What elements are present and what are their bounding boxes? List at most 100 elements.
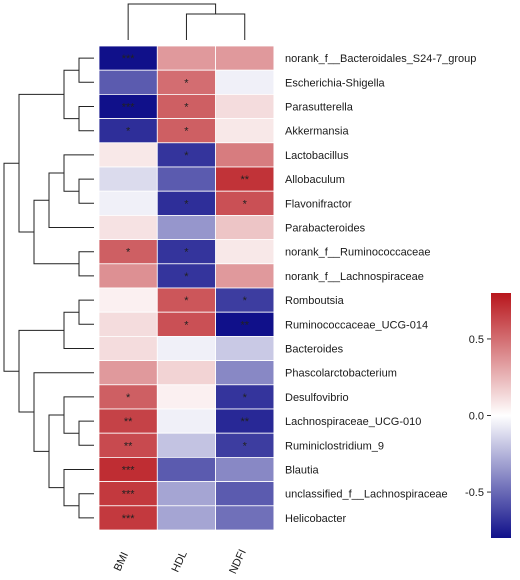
heatmap-cell	[156, 190, 217, 216]
heatmap-cell	[215, 481, 275, 507]
significance-mark: *	[126, 247, 131, 259]
row-label: norank_f__Bacteroidales_S24-7_group	[285, 53, 476, 65]
column-label: BMI	[112, 550, 131, 573]
heatmap-cell	[156, 311, 217, 337]
heatmap-cell	[215, 190, 275, 216]
column-label: NDFI	[227, 548, 249, 576]
row-label: Lachnospiraceae_UCG-010	[285, 416, 421, 428]
heatmap-cell	[98, 505, 158, 531]
row-dendrogram-branch	[78, 106, 94, 132]
heatmap-cell	[215, 214, 275, 240]
heatmap-cell	[215, 118, 275, 144]
heatmap-cell	[156, 432, 217, 458]
heatmap-cell	[156, 481, 217, 507]
significance-mark: *	[243, 392, 248, 404]
significance-mark: ***	[122, 102, 136, 114]
significance-mark: **	[124, 440, 133, 452]
heatmap-cell	[215, 384, 275, 410]
row-label: norank_f__Ruminococcaceae	[285, 247, 431, 259]
row-label: Romboutsia	[285, 295, 345, 307]
row-dendrogram-branch	[48, 172, 94, 228]
row-dendrogram-branch	[78, 178, 94, 204]
row-dendrogram-branch	[3, 162, 19, 372]
significance-marks: ******* ** ***** ** *** ** *** *** **** *********…	[122, 53, 250, 525]
significance-mark: *	[126, 392, 131, 404]
row-dendrogram-branch	[63, 69, 79, 120]
significance-mark: *	[243, 198, 248, 210]
row-label: Ruminococcaceae_UCG-014	[285, 319, 428, 331]
legend-tick-label: 0.0	[469, 411, 484, 423]
row-dendrogram-branch	[78, 420, 94, 446]
heatmap-cell	[215, 311, 275, 337]
row-label: Desulfovibrio	[285, 392, 349, 404]
heatmap-cell	[156, 456, 217, 482]
significance-mark: **	[240, 319, 249, 331]
heatmap-cell	[215, 166, 275, 192]
significance-mark: *	[184, 126, 189, 138]
row-label: Flavonifractor	[285, 198, 352, 210]
row-label: unclassified_f__Lachnospiraceae	[285, 489, 448, 501]
row-label: Bacteroides	[285, 344, 344, 356]
heatmap-cell	[215, 239, 275, 265]
heatmap-cell	[98, 214, 158, 240]
heatmap-cell	[156, 505, 217, 531]
heatmap-cell	[156, 263, 217, 289]
heatmap-cell	[156, 384, 217, 410]
row-label: norank_f__Lachnospiraceae	[285, 271, 424, 283]
heatmap-cell	[156, 335, 217, 361]
legend-tick-label: 0.5	[469, 334, 484, 346]
significance-mark: **	[240, 416, 249, 428]
heatmap-cell	[156, 408, 217, 434]
heatmap-cell	[215, 360, 275, 386]
heatmap-cell	[98, 481, 158, 507]
heatmap-cell	[156, 214, 217, 240]
significance-mark: *	[184, 198, 189, 210]
heatmap-cell	[156, 142, 217, 168]
row-dendrogram-branch	[78, 251, 94, 277]
heatmap-cell	[215, 335, 275, 361]
column-labels: BMI HDL NDFI	[112, 548, 249, 576]
significance-mark: **	[124, 416, 133, 428]
row-label: Blautia	[285, 465, 320, 477]
row-label: Lactobacillus	[285, 150, 349, 162]
heatmap-cell	[98, 94, 158, 120]
column-label: HDL	[170, 549, 190, 574]
column-dendrogram-branch	[127, 3, 217, 40]
row-dendrogram-branch	[18, 329, 64, 413]
heatmap-cell	[215, 263, 275, 289]
row-dendrogram	[3, 57, 94, 519]
significance-mark: *	[184, 319, 189, 331]
heatmap-cell	[215, 456, 275, 482]
significance-mark: *	[184, 247, 189, 259]
heatmap-cell	[98, 239, 158, 265]
heatmap-cell	[98, 69, 158, 95]
row-dendrogram-branch	[78, 493, 94, 519]
heatmap-cell	[215, 505, 275, 531]
row-label: Parasutterella	[285, 102, 354, 114]
row-label: Allobaculum	[285, 174, 345, 186]
heatmap-cell	[98, 360, 158, 386]
heatmap-cell	[98, 311, 158, 337]
significance-mark: **	[240, 174, 249, 186]
heatmap-cell	[98, 263, 158, 289]
row-dendrogram-branch	[78, 57, 94, 83]
significance-mark: *	[243, 295, 248, 307]
significance-mark: ***	[122, 489, 136, 501]
significance-mark: *	[126, 126, 131, 138]
row-label: Phascolarctobacterium	[285, 368, 397, 380]
heatmap-cell	[98, 384, 158, 410]
heatmap-cell	[98, 142, 158, 168]
color-legend: 0.5 0.0 -0.5	[465, 293, 511, 538]
heatmap-cell	[156, 45, 217, 71]
legend-tick-label: -0.5	[465, 487, 484, 499]
significance-mark: *	[184, 271, 189, 283]
row-dendrogram-branch	[18, 93, 64, 233]
heatmap-cell	[215, 94, 275, 120]
column-dendrogram	[127, 3, 246, 40]
heatmap-cell	[215, 69, 275, 95]
significance-mark: ***	[122, 53, 136, 65]
heatmap-cell	[98, 408, 158, 434]
heatmap-cell	[215, 408, 275, 434]
significance-mark: *	[243, 440, 248, 452]
